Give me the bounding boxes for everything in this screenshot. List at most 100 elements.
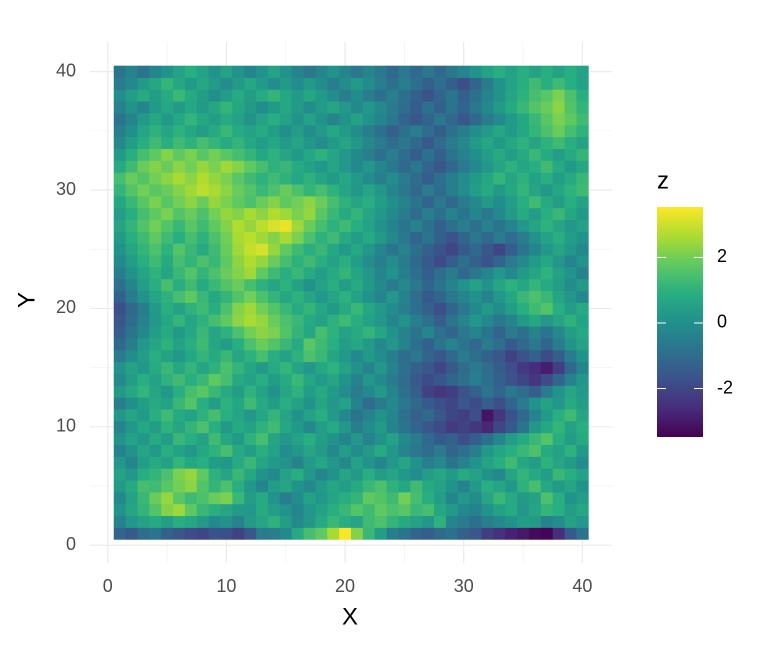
heatmap-cell (434, 172, 447, 185)
heatmap-cell (386, 302, 399, 315)
heatmap-cell (173, 409, 186, 422)
heatmap-cell (279, 468, 293, 481)
heatmap-cell (564, 515, 577, 528)
heatmap-cell (517, 338, 530, 351)
heatmap-cell (208, 373, 221, 386)
heatmap-cell (351, 136, 364, 149)
heatmap-cell (315, 160, 328, 173)
heatmap-cell (493, 444, 506, 457)
heatmap-cell (327, 136, 340, 149)
heatmap-cell (196, 302, 210, 315)
heatmap-cell (220, 527, 233, 540)
heatmap-cell (398, 124, 411, 138)
heatmap-cell (125, 160, 138, 173)
heatmap-cell (362, 266, 376, 280)
heatmap-cell (327, 231, 340, 244)
heatmap-cell (113, 338, 126, 351)
heatmap-cell (113, 124, 126, 138)
heatmap-cell (505, 124, 518, 138)
heatmap-cell (137, 65, 150, 78)
heatmap-cell (564, 101, 577, 114)
heatmap-cell (528, 231, 542, 244)
heatmap-cell (469, 148, 482, 161)
heatmap-cell (374, 89, 387, 102)
heatmap-cell (244, 278, 257, 292)
heatmap-cell (149, 480, 162, 493)
heatmap-cell (386, 77, 399, 90)
heatmap-cell (279, 243, 293, 256)
heatmap-cell (540, 480, 554, 493)
heatmap-cell (505, 456, 518, 469)
heatmap-cell (244, 480, 257, 493)
heatmap-cell (279, 255, 293, 268)
heatmap-cell (422, 480, 435, 493)
heatmap-cell (505, 314, 518, 327)
heatmap-cell (113, 136, 126, 149)
heatmap-cell (481, 124, 494, 138)
heatmap-cell (493, 207, 506, 221)
heatmap-cell (351, 172, 364, 185)
heatmap-cell (291, 468, 304, 481)
heatmap-cell (505, 409, 518, 422)
heatmap-cell (540, 65, 554, 78)
heatmap-cell (220, 385, 233, 398)
heatmap-cell (386, 207, 399, 221)
heatmap-cell (576, 361, 589, 374)
heatmap-cell (564, 432, 577, 445)
heatmap-cell (564, 77, 577, 90)
heatmap-cell (386, 255, 399, 268)
heatmap-cell (267, 243, 281, 256)
heatmap-cell (351, 266, 364, 280)
heatmap-cell (339, 349, 352, 363)
heatmap-cell (173, 444, 186, 457)
heatmap-cell (457, 290, 471, 303)
heatmap-cell (279, 420, 293, 434)
heatmap-cell (161, 468, 174, 481)
heatmap-cell (113, 527, 126, 540)
heatmap-cell (315, 409, 328, 422)
heatmap-cell (410, 290, 423, 303)
heatmap-cell (303, 385, 316, 398)
heatmap-cell (505, 219, 518, 232)
heatmap-cell (552, 278, 565, 292)
heatmap-cell (434, 89, 447, 102)
heatmap-cell (469, 266, 482, 280)
heatmap-cell (303, 219, 316, 232)
heatmap-cell (161, 349, 174, 363)
heatmap-cell (576, 302, 589, 315)
heatmap-cell (481, 77, 494, 90)
heatmap-cell (374, 527, 387, 540)
heatmap-cell (576, 65, 589, 78)
heatmap-cell (528, 314, 542, 327)
heatmap-cell (125, 491, 138, 505)
heatmap-cell (279, 491, 293, 505)
heatmap-cell (445, 184, 459, 197)
heatmap-cell (339, 444, 352, 457)
heatmap-cell (208, 89, 221, 102)
heatmap-cell (434, 136, 447, 149)
heatmap-cell (398, 77, 411, 90)
heatmap-cell (481, 65, 494, 78)
heatmap-cell (327, 432, 340, 445)
heatmap-cell (445, 255, 459, 268)
heatmap-cell (315, 314, 328, 327)
heatmap-cell (469, 527, 482, 540)
heatmap-cell (232, 231, 245, 244)
heatmap-cell (362, 136, 376, 149)
heatmap-cell (220, 480, 233, 493)
heatmap-cell (576, 278, 589, 292)
heatmap-cell (184, 361, 198, 374)
colorbar-label: 0 (717, 312, 727, 332)
heatmap-cell (125, 409, 138, 422)
heatmap-cell (232, 124, 245, 138)
heatmap-cell (481, 326, 494, 339)
heatmap-cell (267, 349, 281, 363)
heatmap-cell (267, 113, 281, 126)
heatmap-cell (315, 207, 328, 221)
heatmap-cell (196, 515, 210, 528)
heatmap-cell (457, 278, 471, 292)
heatmap-cell (279, 397, 293, 410)
heatmap-cell (493, 420, 506, 434)
heatmap-cell (184, 420, 198, 434)
heatmap-cell (528, 361, 542, 374)
